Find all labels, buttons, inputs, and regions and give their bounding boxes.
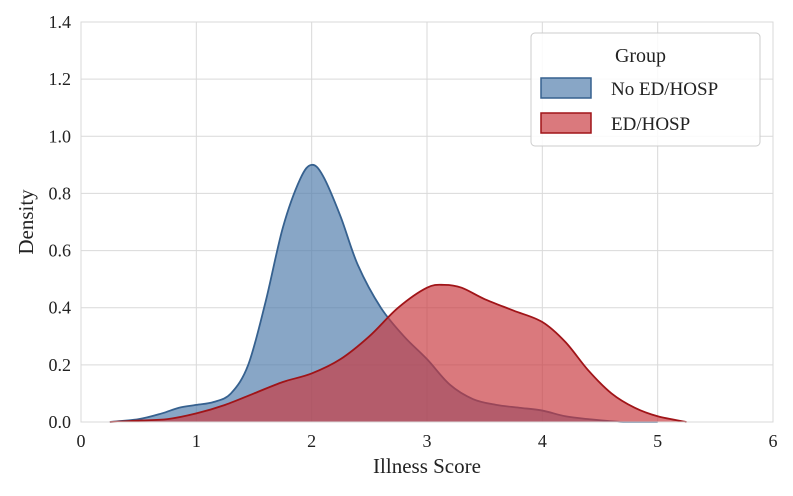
density-line-ed-hosp: [109, 283, 687, 423]
legend-swatch-no-ed-hosp: [540, 77, 592, 99]
y-tick-label-1: 0.2: [49, 355, 72, 375]
y-tick-label-7: 1.4: [49, 12, 72, 32]
legend-title: Group: [615, 45, 666, 67]
y-tick-label-6: 1.2: [49, 69, 72, 89]
x-axis-label: Illness Score: [373, 454, 481, 478]
legend-swatch-ed-hosp: [540, 112, 592, 134]
legend-label-no-ed-hosp: No ED/HOSP: [611, 79, 718, 100]
x-tick-label-6: 6: [769, 431, 778, 451]
x-tick-label-5: 5: [653, 431, 662, 451]
x-tick-label-3: 3: [423, 431, 432, 451]
y-tick-label-0: 0.0: [49, 412, 72, 432]
x-tick-label-1: 1: [192, 431, 201, 451]
legend: Group No ED/HOSP ED/HOSP: [530, 32, 761, 147]
plot-frame: [80, 21, 774, 423]
x-tick-label-2: 2: [307, 431, 316, 451]
y-axis-label: Density: [14, 189, 38, 255]
y-tick-label-2: 0.4: [49, 298, 72, 318]
y-tick-label-4: 0.8: [49, 183, 72, 203]
density-areas: [109, 163, 687, 423]
y-tick-label-5: 1.0: [49, 126, 72, 146]
x-tick-label-4: 4: [538, 431, 547, 451]
legend-label-ed-hosp: ED/HOSP: [611, 114, 690, 135]
tick-labels: 0 1 2 3 4 5 6 0.0 0.2 0.4 0.6 0.8 1.0 1.2 1.4: [49, 12, 778, 451]
density-area-ed-hosp: [109, 284, 687, 422]
x-tick-label-0: 0: [77, 431, 86, 451]
y-tick-label-3: 0.6: [49, 241, 72, 261]
